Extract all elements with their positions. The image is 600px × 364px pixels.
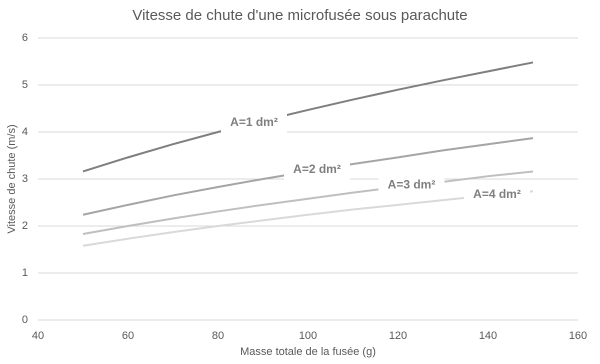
series-label: A=4 dm² [473, 187, 521, 201]
x-tick-label: 100 [299, 330, 317, 342]
label-background [221, 112, 287, 133]
y-tick-label: 2 [22, 220, 28, 232]
y-tick-label: 0 [22, 314, 28, 326]
x-tick-label: 140 [479, 330, 497, 342]
x-tick-label: 120 [389, 330, 407, 342]
series-label: A=1 dm² [230, 115, 278, 129]
y-axis-title: Vitesse de chute (m/s) [6, 124, 18, 233]
label-background [378, 175, 445, 196]
label-background [464, 184, 530, 205]
x-axis-title: Masse totale de la fusée (g) [240, 346, 376, 358]
x-tick-label: 60 [122, 330, 134, 342]
y-tick-label: 3 [22, 173, 28, 185]
label-background [284, 159, 350, 180]
series-line [82, 61, 534, 173]
series-label: A=3 dm² [388, 178, 436, 192]
y-tick-label: 4 [22, 126, 28, 138]
series-label: A=2 dm² [293, 162, 341, 176]
chart-title: Vitesse de chute d'une microfusée sous p… [132, 7, 467, 24]
y-tick-label: 5 [22, 79, 28, 91]
y-tick-label: 6 [22, 32, 28, 44]
x-tick-label: 40 [32, 330, 44, 342]
y-tick-label: 1 [22, 267, 28, 279]
x-tick-label: 80 [212, 330, 224, 342]
series-line [82, 190, 534, 247]
x-tick-label: 160 [569, 330, 587, 342]
series-line [82, 170, 534, 235]
